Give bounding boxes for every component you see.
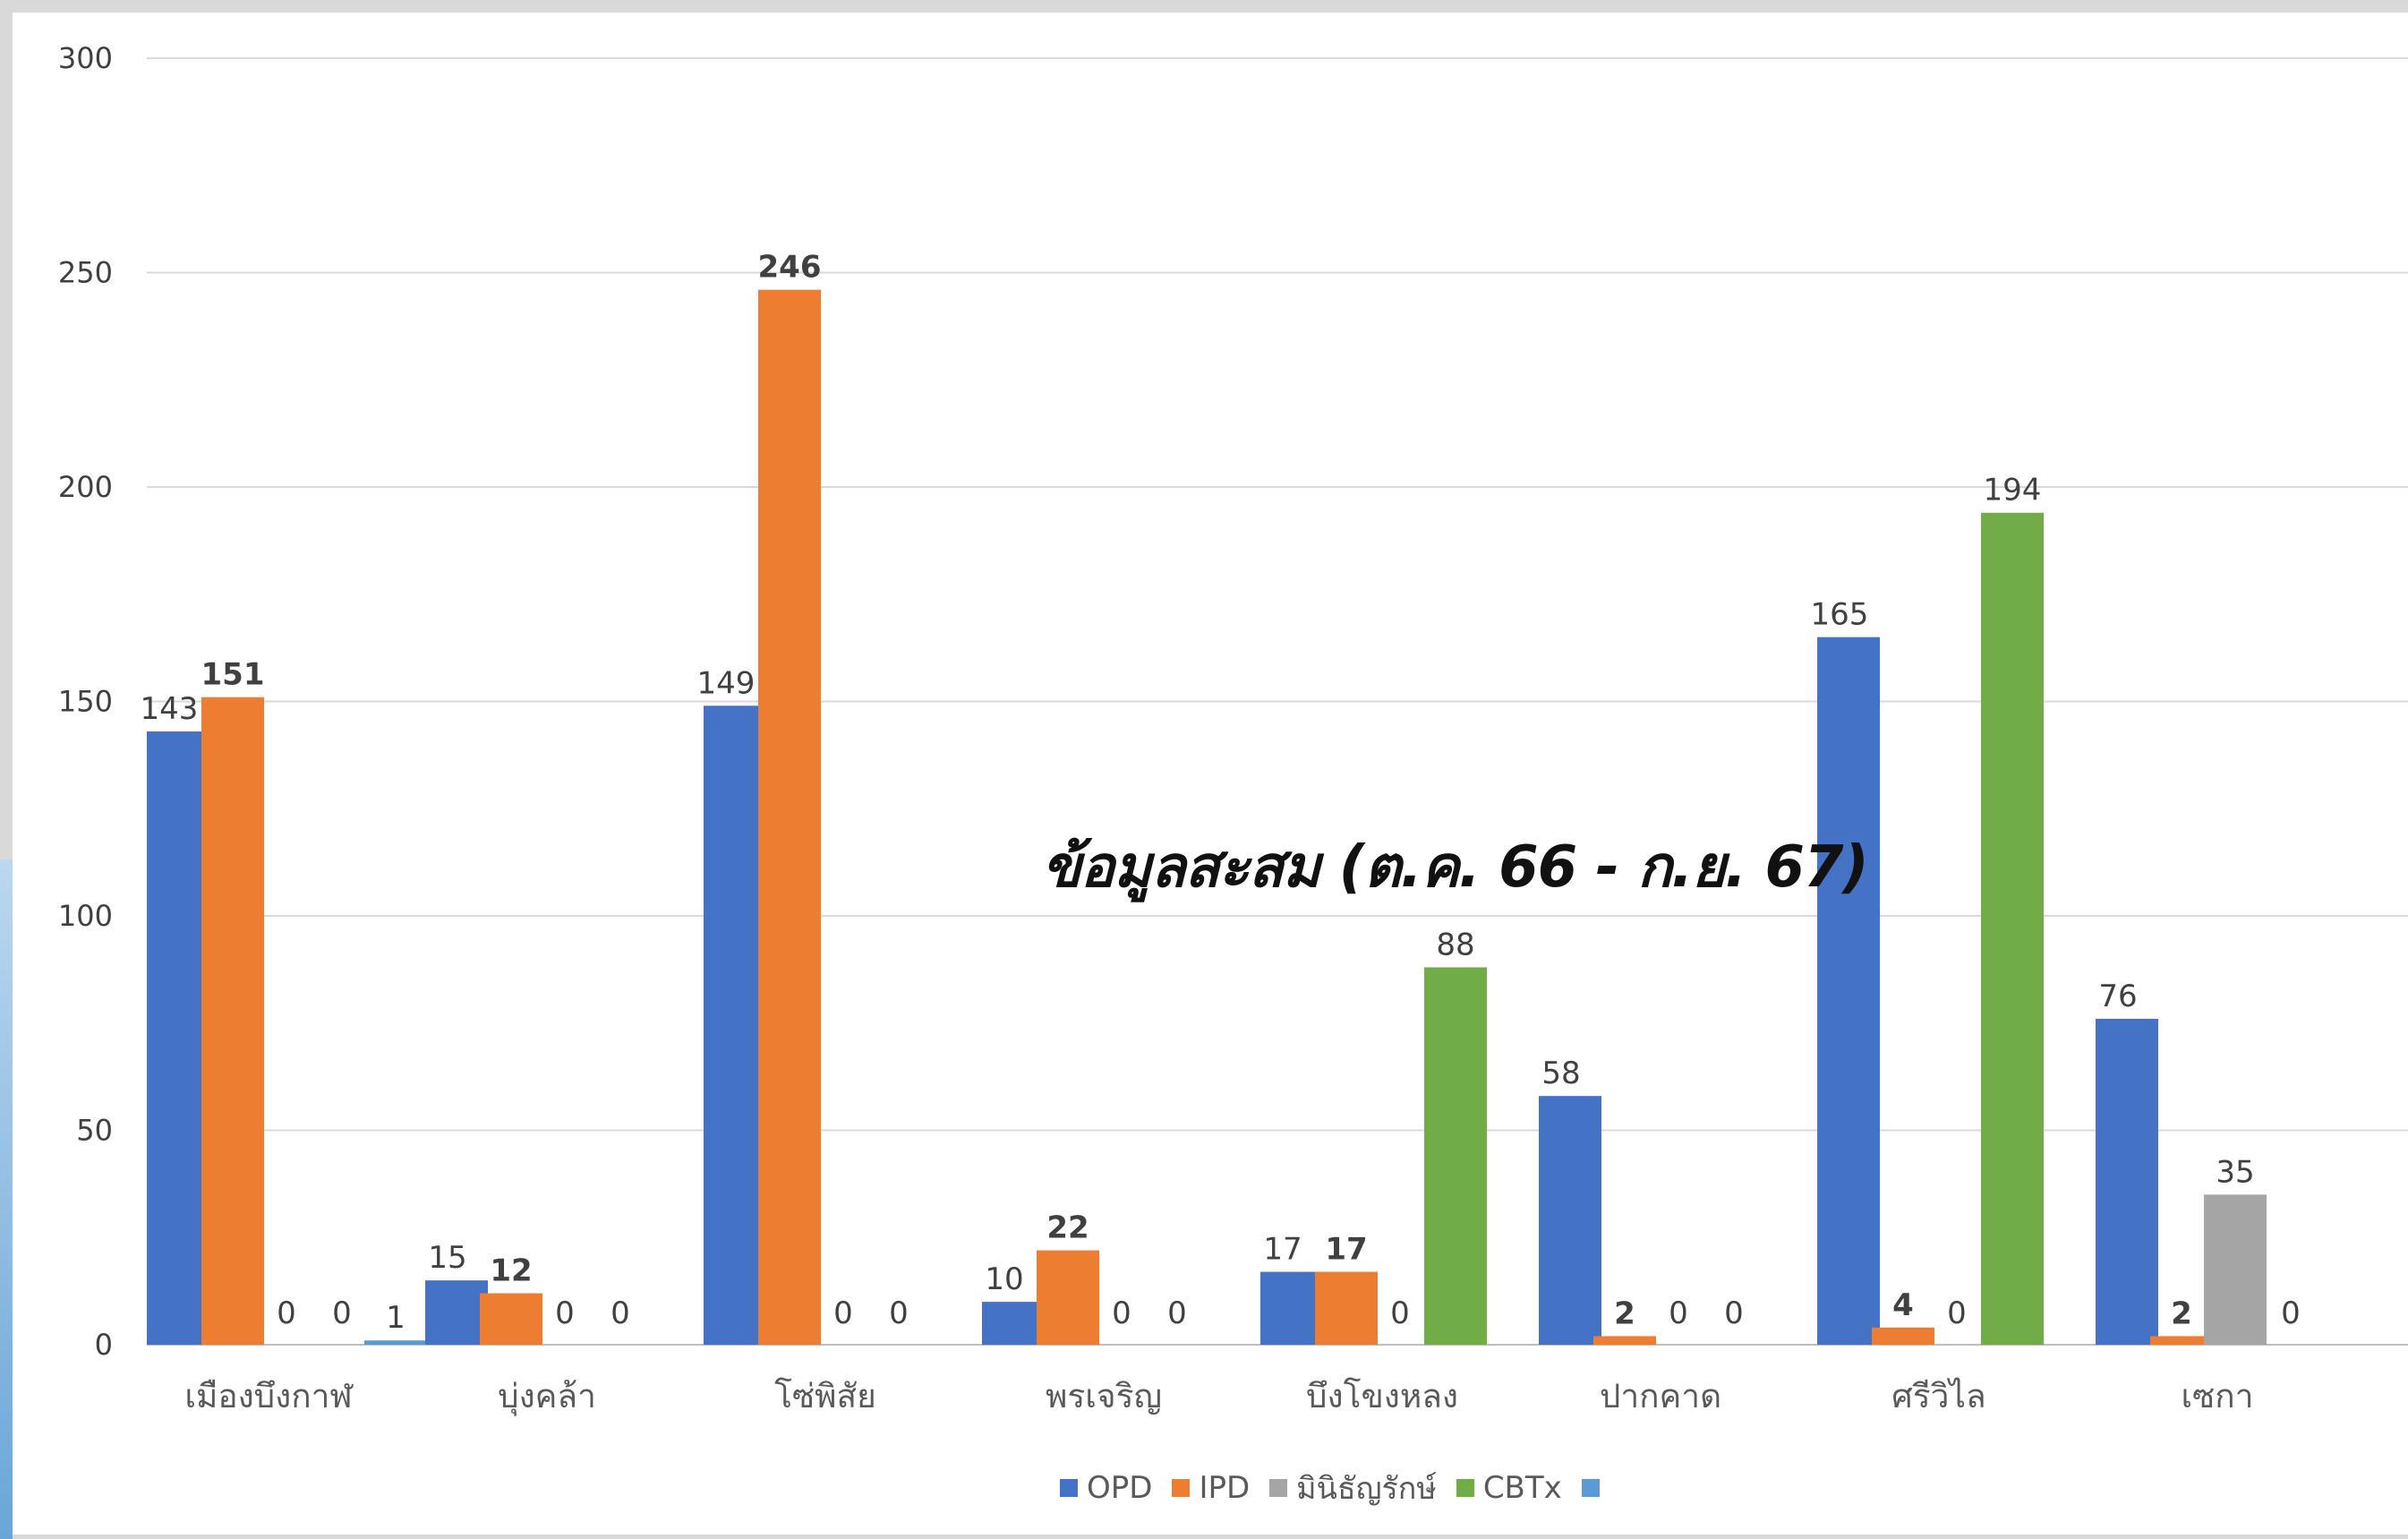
x-tick-label: เมืองบึงกาฬ <box>184 1377 354 1415</box>
data-label: 0 <box>1112 1295 1131 1331</box>
bar <box>1539 1096 1601 1345</box>
y-tick-label: 100 <box>58 899 113 933</box>
data-label: 151 <box>201 657 265 693</box>
bar <box>1037 1250 1099 1345</box>
data-label: 0 <box>1669 1295 1688 1331</box>
x-tick-label: โซ่พิสัย <box>774 1377 876 1415</box>
y-tick-label: 50 <box>76 1114 113 1148</box>
data-label: 15 <box>428 1240 466 1276</box>
y-tick-label: 150 <box>58 685 113 719</box>
legend-item: มินิธัญรักษ์ <box>1269 1464 1437 1512</box>
data-label: 12 <box>490 1253 532 1289</box>
legend-swatch <box>1581 1479 1600 1497</box>
data-label: 0 <box>833 1295 853 1331</box>
data-label: 0 <box>277 1295 296 1331</box>
bar <box>1593 1336 1656 1345</box>
data-label: 0 <box>889 1295 909 1331</box>
bar <box>704 705 766 1345</box>
legend-label: CBTx <box>1482 1470 1562 1506</box>
data-label: 0 <box>1167 1295 1187 1331</box>
data-label: 194 <box>1984 473 2042 509</box>
bar <box>1260 1271 1323 1345</box>
legend-label: IPD <box>1199 1470 1251 1506</box>
y-tick-label: 200 <box>58 470 113 504</box>
bar <box>1817 637 1880 1345</box>
y-tick-label: 0 <box>95 1328 113 1362</box>
x-tick-label: เซกา <box>2182 1377 2254 1415</box>
legend-swatch <box>1269 1479 1288 1497</box>
data-label: 1 <box>386 1300 406 1336</box>
data-label: 2 <box>2171 1295 2192 1331</box>
data-label: 0 <box>2281 1295 2301 1331</box>
y-tick-label: 300 <box>58 41 113 75</box>
data-label: 0 <box>332 1295 352 1331</box>
bar <box>1315 1271 1378 1345</box>
legend-item: IPD <box>1172 1470 1250 1506</box>
bar <box>2204 1194 2267 1345</box>
bar <box>1872 1327 1934 1345</box>
bar <box>1981 512 2044 1345</box>
x-tick-label: บึงโขงหลง <box>1306 1377 1458 1415</box>
legend-label: OPD <box>1087 1470 1153 1506</box>
data-label: 58 <box>1541 1056 1580 1091</box>
data-label: 4 <box>1892 1287 1914 1323</box>
data-label: 22 <box>1046 1210 1089 1246</box>
data-label: 0 <box>1390 1295 1410 1331</box>
data-label: 10 <box>985 1261 1023 1297</box>
bar <box>147 731 209 1345</box>
legend-item: CBTx <box>1456 1470 1562 1506</box>
data-label: 0 <box>555 1295 575 1331</box>
bar <box>982 1302 1045 1345</box>
x-tick-label: พรเจริญ <box>1046 1377 1162 1415</box>
x-tick-label: ปากคาด <box>1600 1377 1721 1415</box>
data-label: 17 <box>1263 1232 1302 1268</box>
bar <box>2150 1336 2213 1345</box>
legend-item: OPD <box>1060 1470 1152 1506</box>
bar <box>1424 967 1487 1345</box>
x-tick-label: ศรีวิไล <box>1891 1377 1985 1415</box>
data-label: 0 <box>611 1295 630 1331</box>
chart-title: ข้อมูลสะสม (ต.ค. 66 - ก.ย. 67) <box>1042 834 1869 901</box>
data-label: 2 <box>1614 1295 1635 1331</box>
x-tick-label: บุ่งคล้า <box>498 1377 596 1416</box>
bar <box>425 1280 488 1345</box>
data-label: 165 <box>1811 597 1869 633</box>
legend-label: มินิธัญรักษ์ <box>1296 1471 1437 1507</box>
data-label: 17 <box>1325 1232 1367 1268</box>
bar <box>364 1340 427 1345</box>
data-label: 149 <box>697 665 756 701</box>
legend-item <box>1581 1479 1600 1497</box>
data-label: 246 <box>758 250 822 286</box>
chart-panel: 0 50 100 150 200 250 300 143 151 0 0 1 เมืองบึงกาฬ 1… <box>13 13 2408 1535</box>
data-label: 76 <box>2098 979 2137 1014</box>
bar <box>758 289 821 1345</box>
data-label: 88 <box>1436 927 1474 962</box>
bar <box>480 1293 542 1345</box>
y-tick-label: 250 <box>58 256 113 290</box>
data-label: 143 <box>141 691 199 727</box>
legend-swatch <box>1172 1479 1191 1497</box>
left-decor-strip <box>0 859 13 1539</box>
chart-legend: OPD IPD มินิธัญรักษ์ CBTx <box>1060 1468 1600 1508</box>
data-label: 35 <box>2216 1154 2254 1190</box>
bar <box>2096 1018 2158 1345</box>
bar <box>201 697 264 1345</box>
data-label: 0 <box>1724 1295 1744 1331</box>
legend-swatch <box>1060 1479 1078 1497</box>
data-label: 0 <box>1947 1295 1967 1331</box>
legend-swatch <box>1456 1479 1474 1497</box>
